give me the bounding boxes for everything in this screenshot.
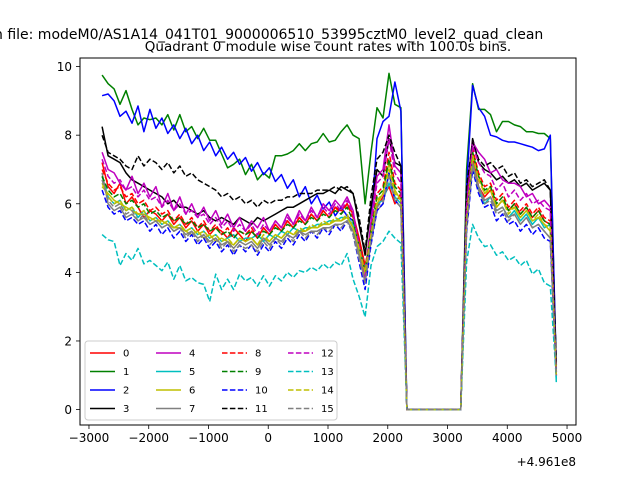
legend-label-11: 11 (255, 404, 268, 415)
series-line-9 (101, 151, 558, 411)
series-layer (101, 72, 558, 411)
y-tick-label: 10 (57, 60, 72, 74)
legend-label-8: 8 (255, 349, 261, 360)
legend-label-2: 2 (123, 386, 129, 397)
series-line-7 (101, 161, 558, 411)
legend-label-0: 0 (123, 349, 129, 360)
y-tick-label: 4 (64, 266, 72, 280)
legend-label-1: 1 (123, 367, 129, 378)
y-tick-label: 8 (64, 129, 72, 143)
x-tick-label: 5000 (552, 431, 583, 445)
series-line-12 (101, 137, 558, 411)
legend-label-10: 10 (255, 386, 268, 397)
series-line-2 (101, 81, 558, 411)
x-tick-label: −2000 (128, 431, 169, 445)
legend-label-15: 15 (321, 404, 334, 415)
x-tick-label: 3000 (432, 431, 463, 445)
x-axis: −3000 −2000 −1000 0 1000 2000 3000 4000 5000 (69, 425, 583, 445)
legend-label-4: 4 (189, 349, 195, 360)
legend-label-9: 9 (255, 367, 261, 378)
legend-label-12: 12 (321, 349, 334, 360)
series-line-11 (101, 134, 558, 411)
y-tick-label: 0 (64, 403, 72, 417)
legend-label-6: 6 (189, 386, 195, 397)
legend-label-5: 5 (189, 367, 195, 378)
x-tick-label: 4000 (492, 431, 523, 445)
legend-label-7: 7 (189, 404, 195, 415)
y-axis: 0 2 4 6 8 10 (57, 60, 80, 417)
x-tick-label: 2000 (372, 431, 403, 445)
legend-frame (84, 340, 338, 421)
x-tick-label: −3000 (69, 431, 110, 445)
figure-suptitle: n file: modeM0/AS1A14_041T01_9000006510_… (0, 27, 543, 43)
chart-title: Quadrant 0 module wise count rates with … (145, 39, 511, 55)
legend-label-14: 14 (321, 386, 334, 397)
series-line-15 (101, 165, 558, 411)
x-tick-label: 1000 (313, 431, 344, 445)
x-tick-label: −1000 (188, 431, 229, 445)
x-tick-label: 0 (264, 431, 272, 445)
legend-label-13: 13 (321, 367, 334, 378)
series-line-14 (101, 155, 558, 411)
y-tick-label: 2 (64, 334, 72, 348)
series-line-4 (101, 124, 558, 411)
series-line-13 (101, 223, 558, 411)
x-offset-label: +4.961e8 (517, 455, 576, 469)
y-tick-label: 6 (64, 197, 72, 211)
legend-label-3: 3 (123, 404, 129, 415)
series-line-10 (101, 168, 558, 411)
